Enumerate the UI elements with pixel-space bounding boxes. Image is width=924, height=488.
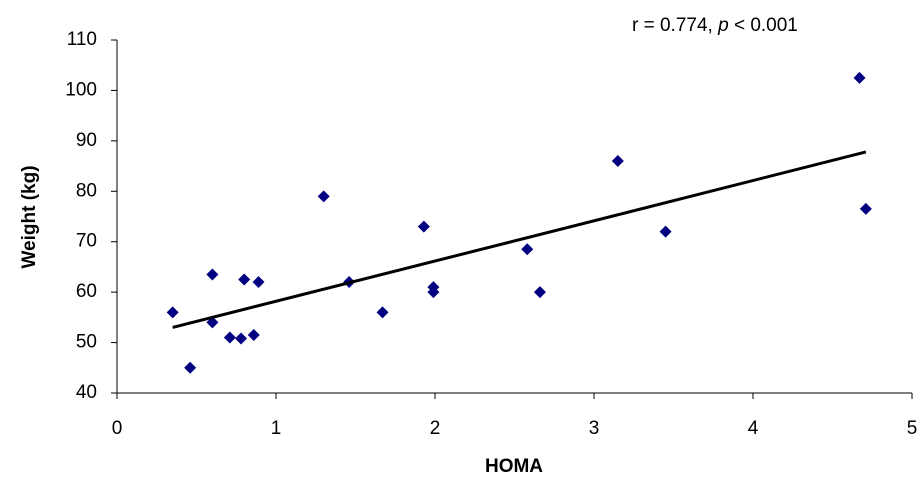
point: [206, 268, 218, 280]
x-tick-label: 5: [907, 418, 918, 439]
y-tick-label: 50: [76, 332, 97, 353]
annotation-part: < 0.001: [729, 15, 798, 36]
point: [224, 332, 236, 344]
point: [235, 333, 247, 345]
point: [167, 306, 179, 318]
y-axis-label: Weight (kg): [19, 165, 40, 268]
y-tick-label: 40: [76, 382, 97, 403]
x-tick-label: 2: [430, 418, 441, 439]
point: [418, 221, 430, 233]
y-tick-label: 80: [76, 180, 97, 201]
chart: HOMA Weight (kg) r = 0.774, p < 0.001 40…: [0, 0, 924, 488]
point: [253, 276, 265, 288]
y-tick-label: 100: [65, 79, 97, 100]
trend-line: [173, 152, 866, 327]
x-axis-label: HOMA: [485, 456, 543, 477]
point: [238, 274, 250, 286]
point: [612, 155, 624, 167]
annotation-part: p: [717, 15, 729, 36]
x-tick-label: 1: [271, 418, 282, 439]
point: [854, 72, 866, 84]
point: [660, 226, 672, 238]
y-tick-label: 60: [76, 281, 97, 302]
point: [318, 190, 330, 202]
point: [534, 286, 546, 298]
point: [860, 203, 872, 215]
y-tick-label: 110: [67, 29, 97, 50]
point: [377, 306, 389, 318]
x-tick-label: 4: [748, 418, 759, 439]
point: [521, 243, 533, 255]
x-tick-label: 0: [112, 418, 123, 439]
annotation: r = 0.774, p < 0.001: [632, 15, 798, 36]
point: [248, 329, 260, 341]
point: [184, 362, 196, 374]
x-tick-label: 3: [589, 418, 600, 439]
y-tick-label: 70: [76, 231, 97, 252]
annotation-part: r = 0.774,: [632, 15, 718, 36]
y-tick-label: 90: [76, 130, 97, 151]
